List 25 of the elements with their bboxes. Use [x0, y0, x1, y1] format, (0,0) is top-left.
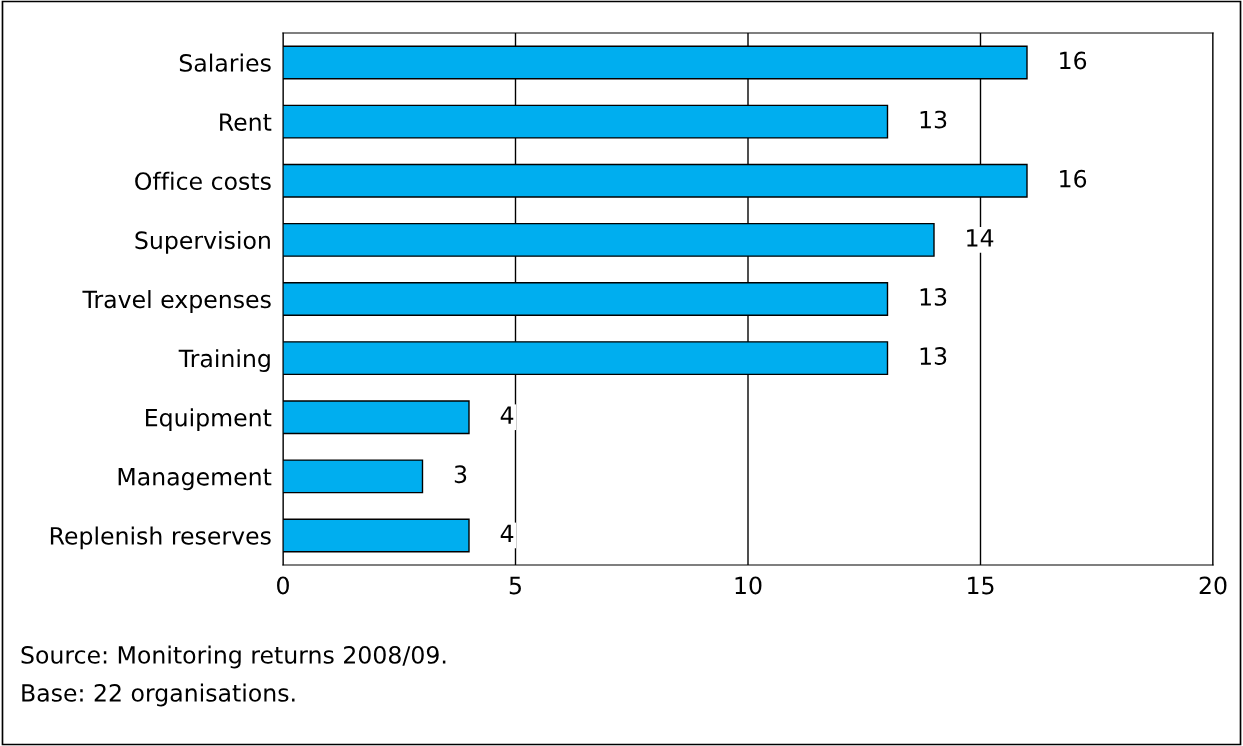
data-label: 16 [1060, 169, 1087, 188]
data-label: 13 [920, 110, 947, 129]
y-tick-label: Management [118, 468, 272, 491]
y-tick-label: Equipment [146, 408, 272, 432]
y-tick-label: Replenish reserves [50, 526, 271, 550]
source-note: Source: Monitoring returns 2008/09. [21, 645, 446, 669]
y-tick-label: Travel expenses [82, 290, 271, 313]
x-tick-label: 0 [277, 576, 289, 595]
x-tick-label: 10 [735, 576, 762, 595]
y-tick-label: Rent [220, 113, 272, 131]
x-tick-label: 20 [1199, 576, 1227, 595]
text: Base: 22 organisations. [22, 683, 295, 707]
x-tick-label: 5 [509, 576, 521, 595]
data-label: 13 [920, 287, 947, 306]
y-tick-label: Training [178, 349, 270, 372]
x-tick-label: 15 [968, 576, 994, 595]
data-label: 4 [500, 406, 514, 424]
data-label: 4 [500, 524, 514, 542]
data-label: 3 [454, 465, 467, 484]
data-label: 16 [1060, 51, 1087, 70]
y-tick-label: Supervision [135, 230, 270, 254]
data-label: 13 [920, 347, 947, 365]
data-label: 14 [967, 229, 994, 247]
y-tick-label: Salaries [179, 53, 271, 72]
y-tick-label: Office costs [135, 171, 271, 191]
